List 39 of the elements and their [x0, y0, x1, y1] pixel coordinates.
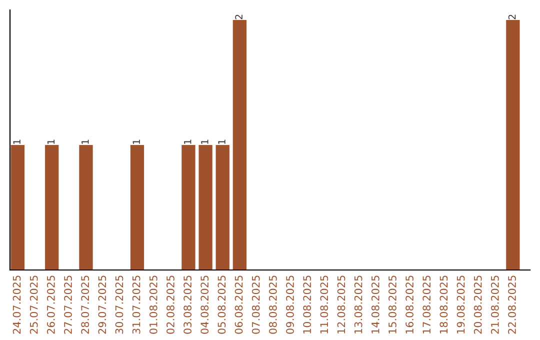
- x-tick-label: 14.08.2025: [371, 276, 380, 334]
- x-tick-label: 24.07.2025: [12, 276, 21, 334]
- x-tick-label: 01.08.2025: [149, 276, 158, 334]
- x-tick-label: 10.08.2025: [303, 276, 312, 334]
- x-tick-label: 19.08.2025: [456, 276, 465, 334]
- x-tick-label: 11.08.2025: [320, 276, 328, 334]
- x-tick-label: 09.08.2025: [286, 276, 294, 334]
- x-tick-label: 27.07.2025: [64, 276, 72, 334]
- data-label: 1: [82, 140, 89, 144]
- x-tick-label: 25.07.2025: [30, 276, 38, 334]
- x-tick-label: 04.08.2025: [200, 276, 209, 334]
- x-tick-label: 22.08.2025: [508, 276, 516, 334]
- x-tick-label: 15.08.2025: [388, 276, 396, 334]
- x-tick-label: 17.08.2025: [422, 276, 431, 334]
- x-tick-label: 08.08.2025: [268, 276, 277, 334]
- x-tick-label: 28.07.2025: [81, 276, 90, 334]
- x-tick-label: 26.07.2025: [46, 276, 55, 334]
- x-tick-label: 16.08.2025: [406, 276, 414, 334]
- x-tick-label: 18.08.2025: [440, 276, 448, 334]
- x-tick-label: 03.08.2025: [184, 276, 192, 334]
- x-tick-label: 06.08.2025: [234, 276, 243, 334]
- x-tick-label: 13.08.2025: [354, 276, 362, 334]
- data-label: 1: [13, 140, 20, 144]
- x-tick-label: 12.08.2025: [337, 276, 346, 334]
- x-tick-label: 02.08.2025: [166, 276, 174, 334]
- data-label: 1: [47, 140, 55, 144]
- data-label: 1: [184, 140, 192, 144]
- x-tick-label: 30.07.2025: [115, 276, 124, 334]
- x-tick-label: 21.08.2025: [490, 276, 499, 334]
- x-tick-label: 05.08.2025: [218, 276, 226, 334]
- data-label: 1: [201, 140, 208, 144]
- x-tick-label: 07.08.2025: [252, 276, 260, 334]
- data-label: 2: [235, 14, 242, 20]
- data-label: 2: [508, 14, 516, 20]
- data-label: 1: [218, 140, 226, 144]
- data-label: 1: [132, 140, 140, 144]
- x-tick-label: 20.08.2025: [474, 276, 482, 334]
- x-tick-label: 31.07.2025: [132, 276, 140, 334]
- x-tick-label: 29.07.2025: [98, 276, 106, 334]
